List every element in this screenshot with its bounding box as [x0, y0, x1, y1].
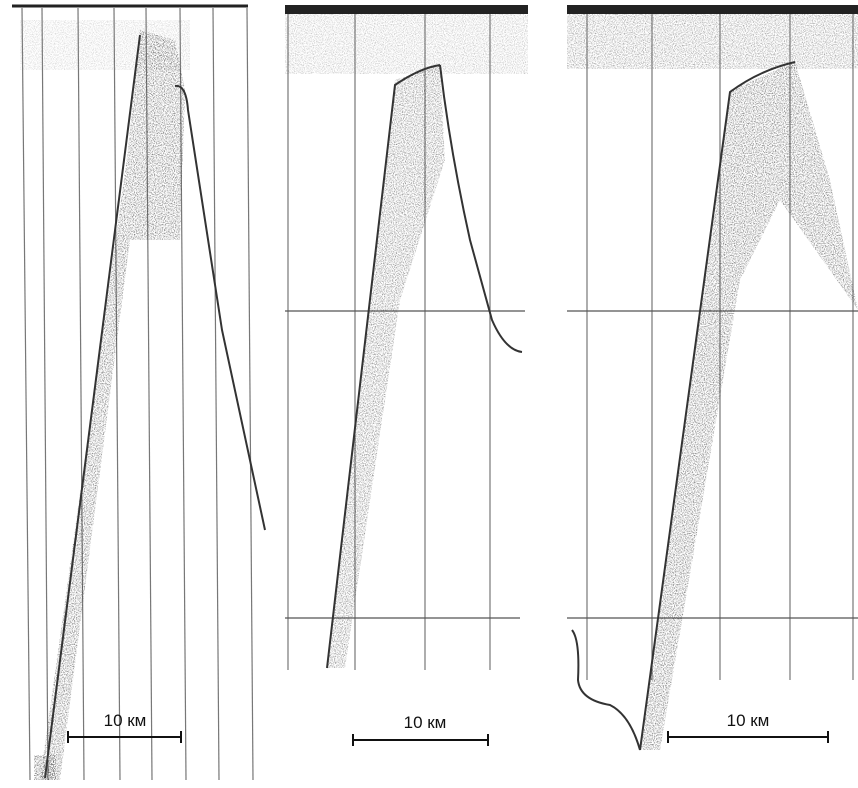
bottom-echo	[34, 755, 56, 780]
grid-line	[247, 8, 253, 780]
panel-3: 10 км	[567, 5, 858, 750]
scatter-layer	[285, 14, 528, 74]
panel-2: 10 км	[285, 5, 528, 746]
grid-line	[78, 8, 84, 780]
scale-label: 10 км	[104, 711, 147, 730]
right-flank	[440, 65, 522, 352]
echogram-figure: 10 км 10 км	[0, 0, 858, 788]
bottom-echo	[572, 630, 640, 750]
seamount-echo	[640, 62, 858, 750]
surface-band	[567, 5, 858, 14]
panel-1: 10 км	[12, 6, 265, 780]
grid-line	[22, 8, 30, 780]
left-flank	[45, 35, 140, 778]
grid-line	[213, 8, 219, 780]
right-flank	[175, 86, 265, 530]
scale-label: 10 км	[404, 713, 447, 732]
seamount-echo	[40, 30, 185, 780]
scatter-layer	[567, 14, 858, 69]
grid-line	[42, 8, 48, 780]
grid-line	[114, 8, 120, 780]
surface-band	[285, 5, 528, 14]
scale-label: 10 км	[727, 711, 770, 730]
